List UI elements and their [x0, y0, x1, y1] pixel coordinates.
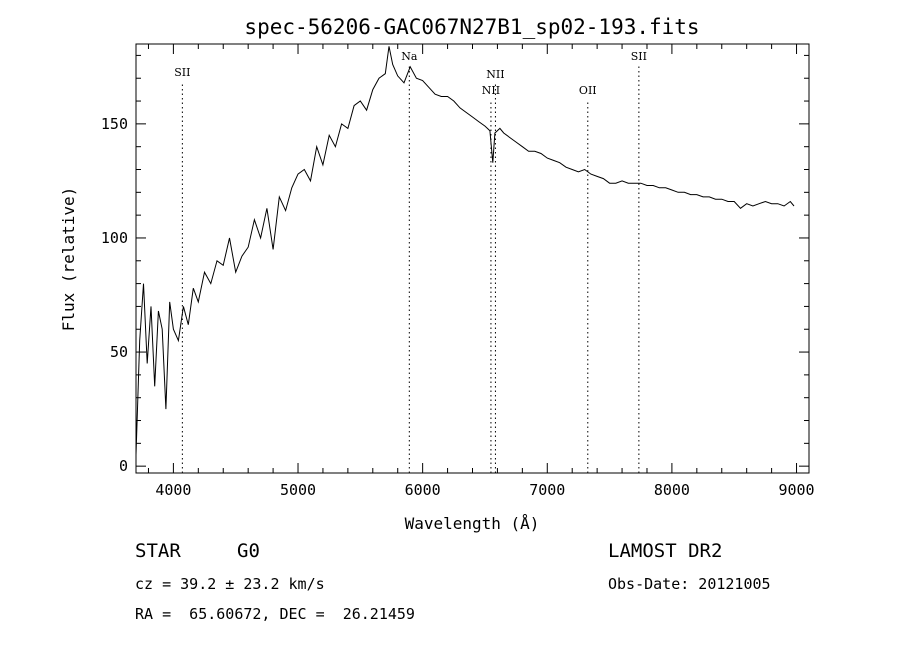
spectral-subclass: G0 [237, 540, 260, 562]
chart-title: spec-56206-GAC067N27B1_sp02-193.fits [244, 15, 699, 39]
line-marker-label: NII [482, 84, 500, 97]
y-tick-label: 0 [119, 457, 128, 475]
x-axis: 4000 5000 6000 7000 8000 9000 [147, 44, 815, 499]
y-tick-label: 100 [101, 229, 128, 247]
observation-date: Obs-Date: 20121005 [608, 575, 771, 593]
line-marker-label: SII [174, 66, 190, 79]
object-type: STAR [135, 540, 181, 562]
redshift-cz: cz = 39.2 ± 23.2 km/s [135, 575, 325, 593]
x-axis-label: Wavelength (Å) [405, 514, 540, 533]
y-axis: 0 50 100 150 [101, 54, 809, 475]
x-tick-label: 9000 [778, 481, 814, 499]
y-tick-label: 150 [101, 115, 128, 133]
x-tick-label: 7000 [529, 481, 565, 499]
line-marker-label: Na [401, 50, 418, 63]
x-tick-label: 4000 [155, 481, 191, 499]
survey-name: LAMOST DR2 [608, 540, 723, 562]
plot-frame [135, 43, 810, 474]
coordinates: RA = 65.60672, DEC = 26.21459 [135, 605, 415, 623]
y-axis-label: Flux (relative) [59, 187, 78, 332]
x-tick-label: 5000 [280, 481, 316, 499]
y-tick-label: 50 [110, 343, 128, 361]
line-marker-label: NII [486, 68, 504, 81]
x-tick-label: 8000 [654, 481, 690, 499]
x-tick-label: 6000 [405, 481, 441, 499]
spectrum-line [135, 46, 795, 455]
emission-line-markers: SII Na NII NII OII SII [174, 50, 647, 473]
line-marker-label: OII [579, 84, 597, 97]
line-marker-label: SII [631, 50, 647, 63]
